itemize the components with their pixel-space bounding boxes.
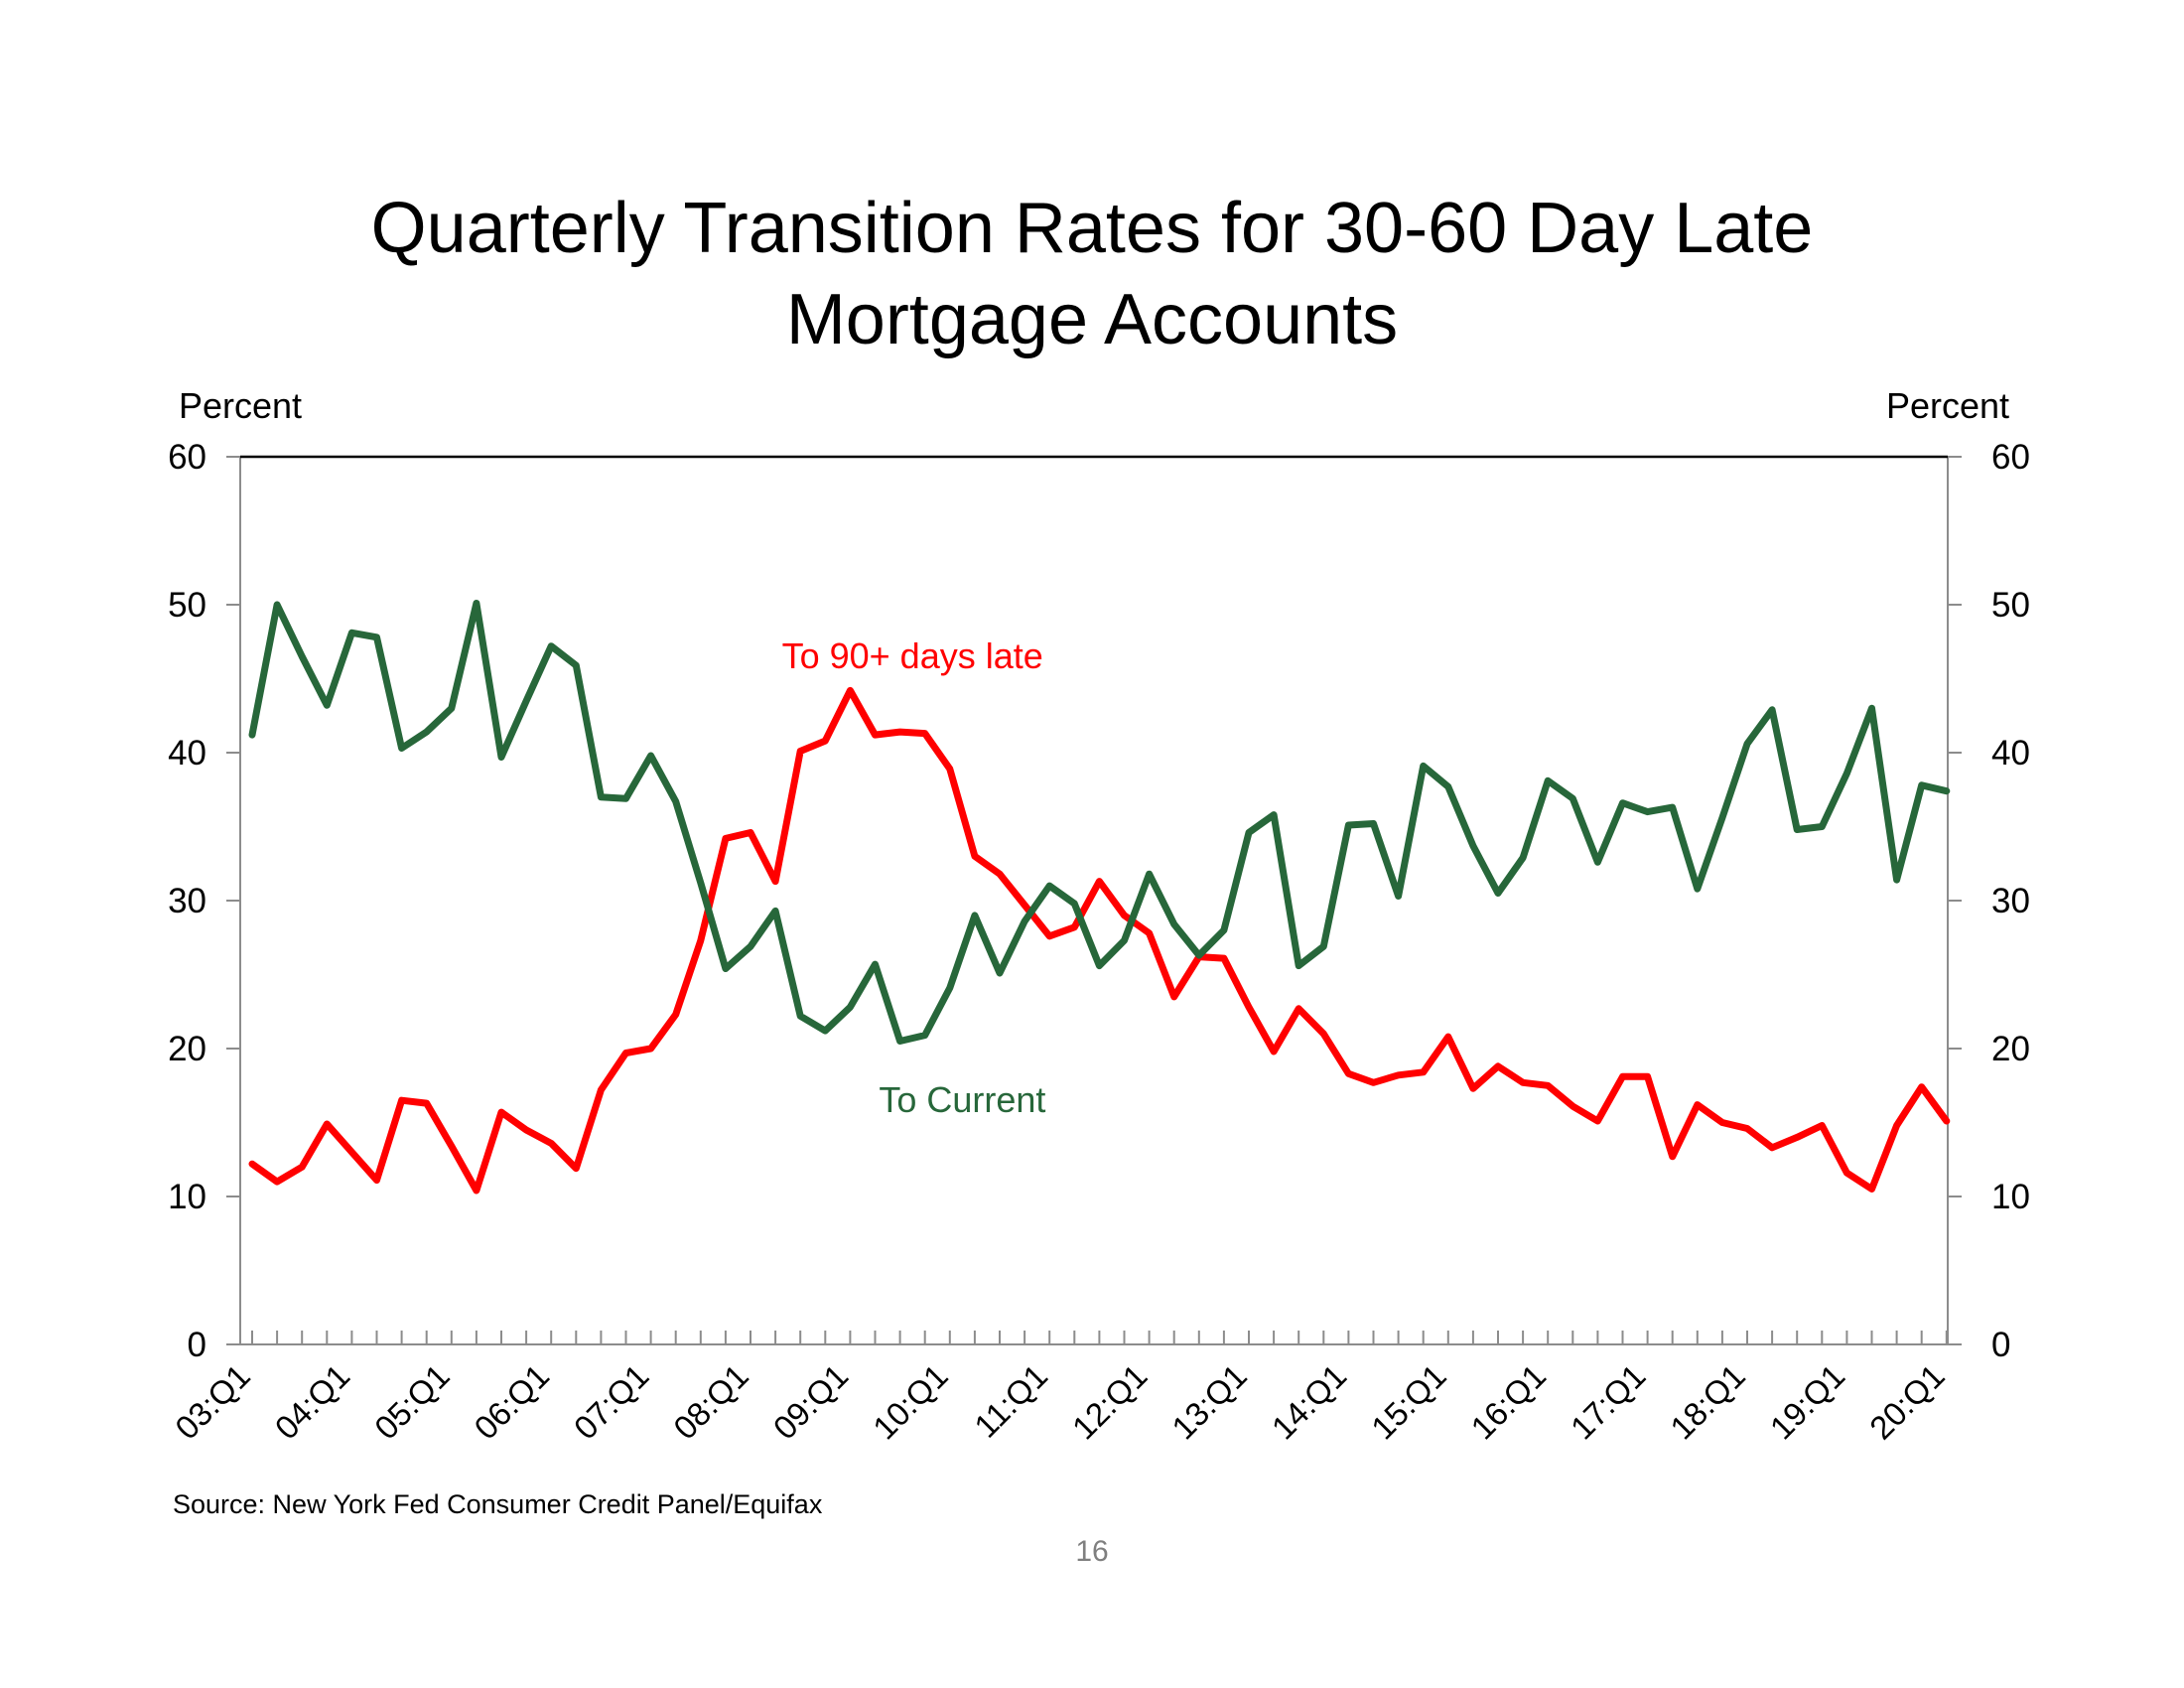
x-tick-label: 19:Q1 bbox=[1763, 1357, 1852, 1447]
x-tick-label: 12:Q1 bbox=[1065, 1357, 1155, 1447]
page-number: 16 bbox=[1075, 1535, 1108, 1568]
y-axis-label-left: Percent bbox=[179, 385, 302, 426]
x-tick-label: 15:Q1 bbox=[1364, 1357, 1453, 1447]
y-tick-label-right: 10 bbox=[1991, 1178, 2030, 1216]
plot-border bbox=[239, 456, 1949, 1345]
x-axis: 03:Q1 04:Q1 05:Q1 06:Q1 07:Q1 08:Q1 09:Q1 10:Q1… bbox=[168, 1331, 1952, 1447]
y-tick-label-left: 50 bbox=[168, 586, 206, 625]
x-tick-label: 10:Q1 bbox=[866, 1357, 955, 1447]
y-tick-label-left: 0 bbox=[188, 1326, 206, 1364]
x-tick-label: 08:Q1 bbox=[666, 1357, 755, 1447]
x-tick-label: 03:Q1 bbox=[168, 1357, 257, 1447]
y-tick-label-right: 20 bbox=[1991, 1030, 2030, 1068]
chart-title-line-1: Quarterly Transition Rates for 30-60 Day… bbox=[371, 189, 1814, 268]
x-tick-label: 14:Q1 bbox=[1265, 1357, 1354, 1447]
plot-frame bbox=[239, 456, 1949, 1345]
x-tick-label: 18:Q1 bbox=[1663, 1357, 1752, 1447]
series-label-to-90-days-late: To 90+ days late bbox=[782, 635, 1043, 676]
y-tick-label-right: 30 bbox=[1991, 882, 2030, 920]
x-tick-label: 11:Q1 bbox=[967, 1357, 1054, 1445]
x-tick-label: 09:Q1 bbox=[766, 1357, 856, 1447]
y-tick-label-right: 40 bbox=[1991, 734, 2030, 773]
series-line-to-90-days-late bbox=[248, 686, 1951, 1195]
series-label-to-current: To Current bbox=[879, 1079, 1045, 1120]
y-tick-label-left: 40 bbox=[168, 734, 206, 773]
y-tick-label-left: 10 bbox=[168, 1178, 206, 1216]
y-tick-label-right: 0 bbox=[1991, 1326, 2010, 1364]
x-tick-label: 07:Q1 bbox=[567, 1357, 656, 1447]
x-tick-label: 17:Q1 bbox=[1564, 1357, 1653, 1447]
x-tick-label: 05:Q1 bbox=[367, 1357, 457, 1447]
source-note: Source: New York Fed Consumer Credit Pan… bbox=[173, 1489, 823, 1519]
y-tick-label-right: 50 bbox=[1991, 586, 2030, 625]
x-tick-label: 16:Q1 bbox=[1463, 1357, 1553, 1447]
x-tick-label: 06:Q1 bbox=[467, 1357, 556, 1447]
x-tick-label: 04:Q1 bbox=[268, 1357, 357, 1447]
y-tick-label-left: 60 bbox=[168, 438, 206, 477]
chart-title-line-2: Mortgage Accounts bbox=[786, 280, 1398, 359]
y-axis-right: 0 10 20 30 40 50 60 bbox=[1948, 438, 2030, 1364]
y-tick-label-right: 60 bbox=[1991, 438, 2030, 477]
x-tick-label: 13:Q1 bbox=[1164, 1357, 1254, 1447]
y-axis-label-right: Percent bbox=[1886, 385, 2009, 426]
y-tick-label-left: 30 bbox=[168, 882, 206, 920]
series-lines bbox=[248, 600, 1951, 1195]
y-tick-label-left: 20 bbox=[168, 1030, 206, 1068]
x-tick-label: 20:Q1 bbox=[1862, 1357, 1952, 1447]
series-line-to-current bbox=[248, 600, 1951, 1045]
y-axis-left: 0 10 20 30 40 50 60 bbox=[168, 438, 240, 1364]
